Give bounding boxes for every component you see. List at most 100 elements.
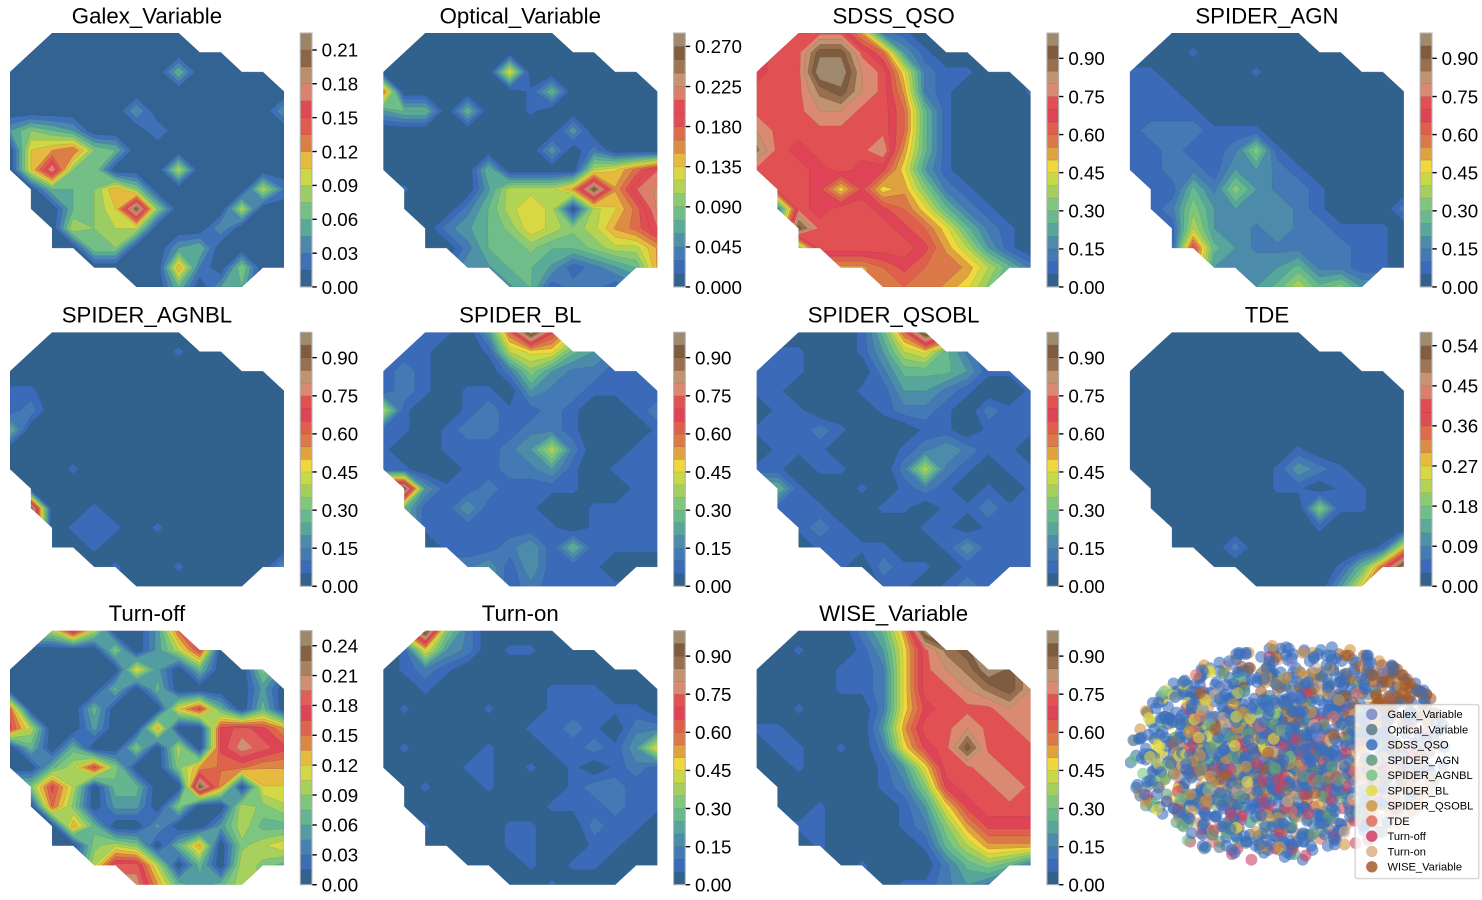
svg-text:0.60: 0.60 bbox=[1442, 124, 1479, 145]
svg-text:0.135: 0.135 bbox=[695, 156, 742, 177]
svg-text:0.30: 0.30 bbox=[322, 500, 359, 521]
svg-text:SDSS_QSO: SDSS_QSO bbox=[832, 3, 954, 28]
svg-text:0.00: 0.00 bbox=[322, 277, 359, 298]
svg-text:0.06: 0.06 bbox=[322, 815, 359, 836]
svg-text:Turn-off: Turn-off bbox=[1388, 831, 1427, 843]
svg-text:0.180: 0.180 bbox=[695, 116, 742, 137]
svg-text:0.12: 0.12 bbox=[322, 141, 359, 162]
svg-text:0.24: 0.24 bbox=[322, 635, 359, 656]
svg-text:0.45: 0.45 bbox=[1442, 162, 1479, 183]
svg-text:0.75: 0.75 bbox=[695, 386, 732, 407]
svg-text:0.15: 0.15 bbox=[695, 836, 732, 857]
svg-text:0.15: 0.15 bbox=[322, 538, 359, 559]
svg-text:0.225: 0.225 bbox=[695, 76, 742, 97]
svg-text:0.60: 0.60 bbox=[695, 424, 732, 445]
svg-text:0.18: 0.18 bbox=[322, 74, 359, 95]
svg-text:0.60: 0.60 bbox=[1068, 124, 1105, 145]
svg-text:0.75: 0.75 bbox=[322, 386, 359, 407]
svg-text:0.00: 0.00 bbox=[322, 875, 359, 896]
svg-text:0.45: 0.45 bbox=[322, 462, 359, 483]
svg-text:0.15: 0.15 bbox=[1068, 836, 1105, 857]
svg-text:0.90: 0.90 bbox=[1442, 48, 1479, 69]
svg-text:0.30: 0.30 bbox=[1068, 201, 1105, 222]
svg-text:0.21: 0.21 bbox=[322, 665, 359, 686]
svg-text:0.45: 0.45 bbox=[1068, 162, 1105, 183]
svg-text:SDSS_QSO: SDSS_QSO bbox=[1388, 740, 1449, 752]
svg-text:0.00: 0.00 bbox=[1068, 576, 1105, 597]
svg-text:0.00: 0.00 bbox=[695, 875, 732, 896]
svg-text:0.54: 0.54 bbox=[1442, 336, 1479, 357]
svg-text:0.60: 0.60 bbox=[1068, 722, 1105, 743]
svg-text:0.12: 0.12 bbox=[322, 755, 359, 776]
svg-text:0.270: 0.270 bbox=[695, 36, 742, 57]
svg-text:0.90: 0.90 bbox=[1068, 48, 1105, 69]
svg-text:0.30: 0.30 bbox=[695, 500, 732, 521]
svg-text:0.00: 0.00 bbox=[322, 576, 359, 597]
svg-text:WISE_Variable: WISE_Variable bbox=[819, 601, 968, 626]
svg-text:0.00: 0.00 bbox=[1442, 576, 1479, 597]
svg-text:SPIDER_AGNBL: SPIDER_AGNBL bbox=[1388, 770, 1473, 782]
svg-text:0.03: 0.03 bbox=[322, 845, 359, 866]
svg-text:0.15: 0.15 bbox=[1442, 239, 1479, 260]
svg-text:0.30: 0.30 bbox=[1068, 500, 1105, 521]
svg-text:0.18: 0.18 bbox=[322, 695, 359, 716]
svg-text:0.45: 0.45 bbox=[1442, 376, 1479, 397]
svg-text:0.09: 0.09 bbox=[322, 785, 359, 806]
svg-text:0.045: 0.045 bbox=[695, 237, 742, 258]
svg-text:0.15: 0.15 bbox=[1068, 538, 1105, 559]
svg-text:0.00: 0.00 bbox=[1068, 875, 1105, 896]
svg-text:0.21: 0.21 bbox=[322, 40, 359, 61]
svg-text:SPIDER_BL: SPIDER_BL bbox=[1388, 785, 1449, 797]
svg-text:TDE: TDE bbox=[1388, 816, 1410, 828]
svg-text:Optical_Variable: Optical_Variable bbox=[1388, 724, 1469, 736]
svg-text:0.90: 0.90 bbox=[1068, 347, 1105, 368]
svg-text:Turn-on: Turn-on bbox=[482, 601, 559, 626]
svg-text:SPIDER_QSOBL: SPIDER_QSOBL bbox=[1388, 801, 1474, 813]
svg-text:0.27: 0.27 bbox=[1442, 456, 1479, 477]
svg-text:0.15: 0.15 bbox=[1068, 239, 1105, 260]
svg-text:0.00: 0.00 bbox=[1068, 277, 1105, 298]
svg-text:0.15: 0.15 bbox=[322, 107, 359, 128]
svg-text:0.06: 0.06 bbox=[322, 209, 359, 230]
svg-text:0.90: 0.90 bbox=[1068, 646, 1105, 667]
svg-text:0.60: 0.60 bbox=[1068, 424, 1105, 445]
svg-text:0.30: 0.30 bbox=[1068, 798, 1105, 819]
svg-text:0.30: 0.30 bbox=[1442, 201, 1479, 222]
svg-text:0.75: 0.75 bbox=[1068, 86, 1105, 107]
svg-text:0.18: 0.18 bbox=[1442, 496, 1479, 517]
svg-text:SPIDER_AGNBL: SPIDER_AGNBL bbox=[62, 303, 232, 328]
svg-text:SPIDER_AGN: SPIDER_AGN bbox=[1195, 3, 1338, 28]
svg-text:Turn-off: Turn-off bbox=[109, 601, 186, 626]
svg-text:Galex_Variable: Galex_Variable bbox=[1388, 709, 1463, 721]
svg-text:0.60: 0.60 bbox=[695, 722, 732, 743]
svg-text:SPIDER_AGN: SPIDER_AGN bbox=[1388, 755, 1460, 767]
svg-text:0.90: 0.90 bbox=[695, 347, 732, 368]
svg-text:0.45: 0.45 bbox=[695, 760, 732, 781]
svg-text:0.75: 0.75 bbox=[1068, 684, 1105, 705]
svg-text:Optical_Variable: Optical_Variable bbox=[440, 3, 601, 28]
svg-text:0.09: 0.09 bbox=[322, 175, 359, 196]
svg-text:0.45: 0.45 bbox=[695, 462, 732, 483]
svg-text:0.15: 0.15 bbox=[695, 538, 732, 559]
svg-text:0.00: 0.00 bbox=[1442, 277, 1479, 298]
svg-text:0.30: 0.30 bbox=[695, 798, 732, 819]
svg-text:0.45: 0.45 bbox=[1068, 760, 1105, 781]
svg-text:Galex_Variable: Galex_Variable bbox=[72, 3, 222, 28]
svg-text:0.75: 0.75 bbox=[1068, 386, 1105, 407]
svg-text:Turn-on: Turn-on bbox=[1388, 846, 1427, 858]
svg-text:0.75: 0.75 bbox=[695, 684, 732, 705]
svg-text:0.090: 0.090 bbox=[695, 197, 742, 218]
svg-text:0.00: 0.00 bbox=[695, 576, 732, 597]
svg-text:0.000: 0.000 bbox=[695, 277, 742, 298]
svg-text:0.15: 0.15 bbox=[322, 725, 359, 746]
svg-text:SPIDER_BL: SPIDER_BL bbox=[459, 303, 581, 328]
svg-text:0.75: 0.75 bbox=[1442, 86, 1479, 107]
svg-text:WISE_Variable: WISE_Variable bbox=[1388, 862, 1463, 874]
svg-text:SPIDER_QSOBL: SPIDER_QSOBL bbox=[808, 303, 980, 328]
svg-text:0.09: 0.09 bbox=[1442, 536, 1479, 557]
svg-text:0.90: 0.90 bbox=[322, 347, 359, 368]
svg-text:0.60: 0.60 bbox=[322, 424, 359, 445]
svg-text:0.03: 0.03 bbox=[322, 243, 359, 264]
svg-text:0.45: 0.45 bbox=[1068, 462, 1105, 483]
svg-text:0.36: 0.36 bbox=[1442, 416, 1479, 437]
